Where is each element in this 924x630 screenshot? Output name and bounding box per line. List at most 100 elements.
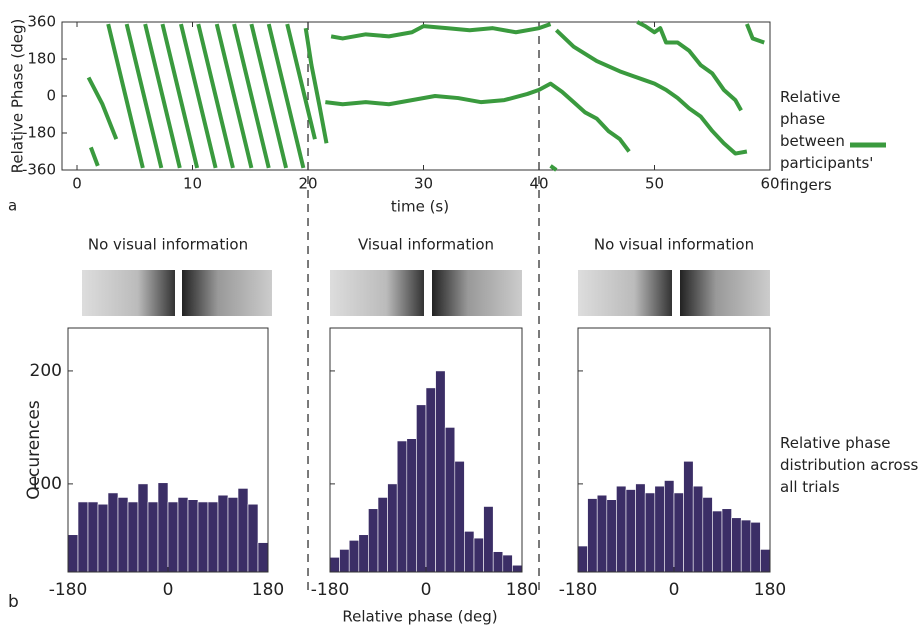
bar (67, 534, 79, 573)
y-tick-label: -360 (22, 161, 56, 179)
eye-photo (680, 270, 770, 316)
bar (721, 508, 732, 573)
bar (87, 501, 99, 573)
bar (197, 501, 209, 573)
bar (587, 498, 598, 573)
bar (207, 501, 219, 573)
bar (464, 531, 475, 573)
x-tick-label: 180 (506, 580, 538, 600)
hist-title: No visual information (594, 236, 754, 254)
bar (760, 549, 771, 573)
bar (107, 492, 119, 573)
x-tick-label: 0 (421, 580, 432, 600)
bar (217, 494, 229, 573)
y-tick-label: 360 (27, 13, 56, 31)
bar (577, 545, 588, 573)
x-tick-label: 60 (760, 175, 779, 193)
bar (596, 494, 608, 573)
photos (82, 270, 770, 316)
bar (492, 551, 504, 573)
annotation: Relative phase distribution across all t… (780, 434, 919, 496)
panel-label: a (8, 197, 17, 215)
y-tick-label: 0 (46, 87, 56, 105)
bar (396, 440, 408, 573)
bar (157, 482, 169, 573)
bar (483, 506, 494, 573)
bar (257, 542, 269, 573)
x-tick-label: -180 (49, 580, 88, 600)
y-tick-label: 200 (30, 361, 62, 381)
bar (740, 519, 752, 573)
bar (683, 460, 694, 573)
bar (654, 485, 665, 573)
bar (187, 499, 199, 573)
bar (368, 508, 379, 573)
x-tick-label: 0 (669, 580, 680, 600)
bar (77, 501, 89, 573)
bar (147, 501, 159, 573)
bar (512, 564, 523, 573)
bar (625, 489, 636, 573)
bar (387, 483, 398, 573)
bar (167, 501, 179, 573)
eye-photo (432, 270, 522, 316)
bar (358, 534, 369, 573)
bar (177, 497, 189, 573)
x-tick-label: 0 (163, 580, 174, 600)
bar (644, 492, 656, 573)
y-tick-label: 180 (27, 50, 56, 68)
x-tick-label: 0 (72, 175, 82, 193)
bar (247, 503, 259, 573)
bar (416, 404, 427, 573)
eye-photo (182, 270, 272, 316)
bar (339, 549, 350, 573)
bar (664, 480, 675, 573)
bar (435, 370, 446, 573)
bar (425, 387, 436, 573)
bar (692, 485, 704, 573)
bar (635, 483, 646, 573)
bar (702, 497, 713, 573)
y-axis-label: Relative Phase (deg) (9, 19, 27, 174)
x-axis-label: Relative phase (deg) (342, 608, 497, 626)
bar (406, 438, 417, 573)
bar (97, 503, 109, 573)
legend-label: Relative phase between participants' fin… (780, 88, 874, 194)
bar (606, 499, 617, 573)
phase-line (86, 20, 765, 172)
bar (750, 521, 761, 573)
bar (502, 554, 513, 573)
bar (137, 483, 149, 573)
bar (712, 510, 723, 573)
x-tick-label: -180 (311, 580, 350, 600)
x-tick-label: 50 (645, 175, 664, 193)
x-tick-label: 180 (754, 580, 786, 600)
x-tick-label: -180 (559, 580, 598, 600)
hist-title: Visual information (358, 236, 494, 254)
bar (329, 557, 340, 573)
bar (473, 537, 484, 573)
bar (731, 517, 742, 573)
x-tick-label: 20 (298, 175, 317, 193)
x-tick-label: 40 (529, 175, 548, 193)
y-axis-label: Occurences (24, 400, 44, 500)
x-tick-label: 180 (252, 580, 284, 600)
eye-photo (578, 270, 672, 316)
eye-photo (330, 270, 424, 316)
panel-label: b (8, 592, 19, 612)
bar (127, 501, 139, 573)
x-tick-label: 10 (183, 175, 202, 193)
bar (673, 492, 684, 573)
bar (117, 497, 129, 573)
y-tick-label: -180 (22, 124, 56, 142)
bar (454, 460, 465, 573)
bar (444, 427, 456, 573)
bar (348, 540, 360, 573)
bar (377, 497, 388, 573)
bar (227, 497, 239, 573)
y-tick-label: 100 (30, 474, 62, 494)
x-tick-label: 30 (414, 175, 433, 193)
eye-photo (82, 270, 175, 316)
bar (616, 485, 627, 573)
